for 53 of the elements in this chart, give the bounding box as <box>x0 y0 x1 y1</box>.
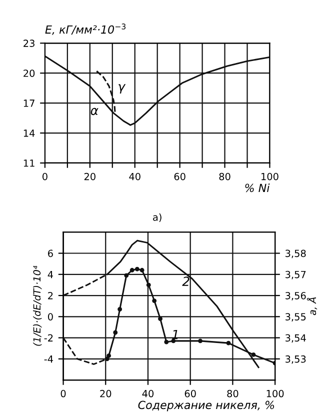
x-tick-label: 40 <box>142 390 154 398</box>
point <box>158 316 162 321</box>
y2-tick-label: 3,53 <box>286 355 306 364</box>
x-tick-label: 40 <box>129 172 140 180</box>
x-tick-label: 80 <box>227 390 238 398</box>
y-tick-label: 2 <box>48 292 53 300</box>
y-tick-label: 14 <box>24 130 35 137</box>
y-axis-title: E, кГ/мм²·10$^{−3}$ <box>45 24 126 35</box>
y-tick-label: -4 <box>44 356 54 363</box>
x-axis-title: Содержание никеля, % <box>138 400 274 412</box>
annotation: 1 <box>172 330 178 340</box>
point <box>140 268 144 272</box>
x-axis-title: % Ni <box>245 184 270 192</box>
point <box>106 354 112 358</box>
point <box>251 352 256 357</box>
x-tick-label: 100 <box>262 172 278 180</box>
point <box>152 298 157 304</box>
point <box>226 340 231 346</box>
x-tick-label: 60 <box>174 172 186 180</box>
y-tick-label: 0 <box>48 313 53 320</box>
y-tick-label: 20 <box>24 70 35 77</box>
y2-tick-label: 3,58 <box>286 250 306 258</box>
annotation: α <box>90 108 98 116</box>
x-tick-label: 100 <box>266 390 284 398</box>
y-tick-label: -2 <box>44 334 53 342</box>
point <box>134 266 140 272</box>
y-tick-label: 4 <box>48 270 53 278</box>
y2-tick-label: 3,54 <box>286 334 306 343</box>
y2-tick-label: 3,57 <box>286 270 306 280</box>
point <box>146 282 151 288</box>
point <box>118 307 122 312</box>
y2-tick-label: 3,55 <box>286 313 306 322</box>
x-tick-label: 0 <box>60 390 66 398</box>
point <box>130 268 134 272</box>
point <box>198 338 203 344</box>
y2-axis-title: a, Å <box>306 297 318 316</box>
x-tick-label: 60 <box>184 390 196 398</box>
x-tick-label: 80 <box>219 172 230 180</box>
y-tick-label: 17 <box>24 100 34 107</box>
point <box>124 273 129 278</box>
y-tick-label: 23 <box>24 40 34 47</box>
annotation: 2 <box>182 276 190 286</box>
point <box>113 330 118 335</box>
point <box>164 340 169 344</box>
x-tick-label: 20 <box>100 390 112 398</box>
annotation: γ <box>118 84 126 94</box>
y-axis-title: (1/E)·(dE/dT)·10⁴ <box>33 266 42 346</box>
x-tick-label: 20 <box>84 172 96 180</box>
y-tick-label: 6 <box>48 250 53 258</box>
y2-tick-label: 3,56 <box>286 292 306 300</box>
point <box>104 356 110 362</box>
y-tick-label: 11 <box>24 160 34 167</box>
text: а) <box>153 213 162 222</box>
